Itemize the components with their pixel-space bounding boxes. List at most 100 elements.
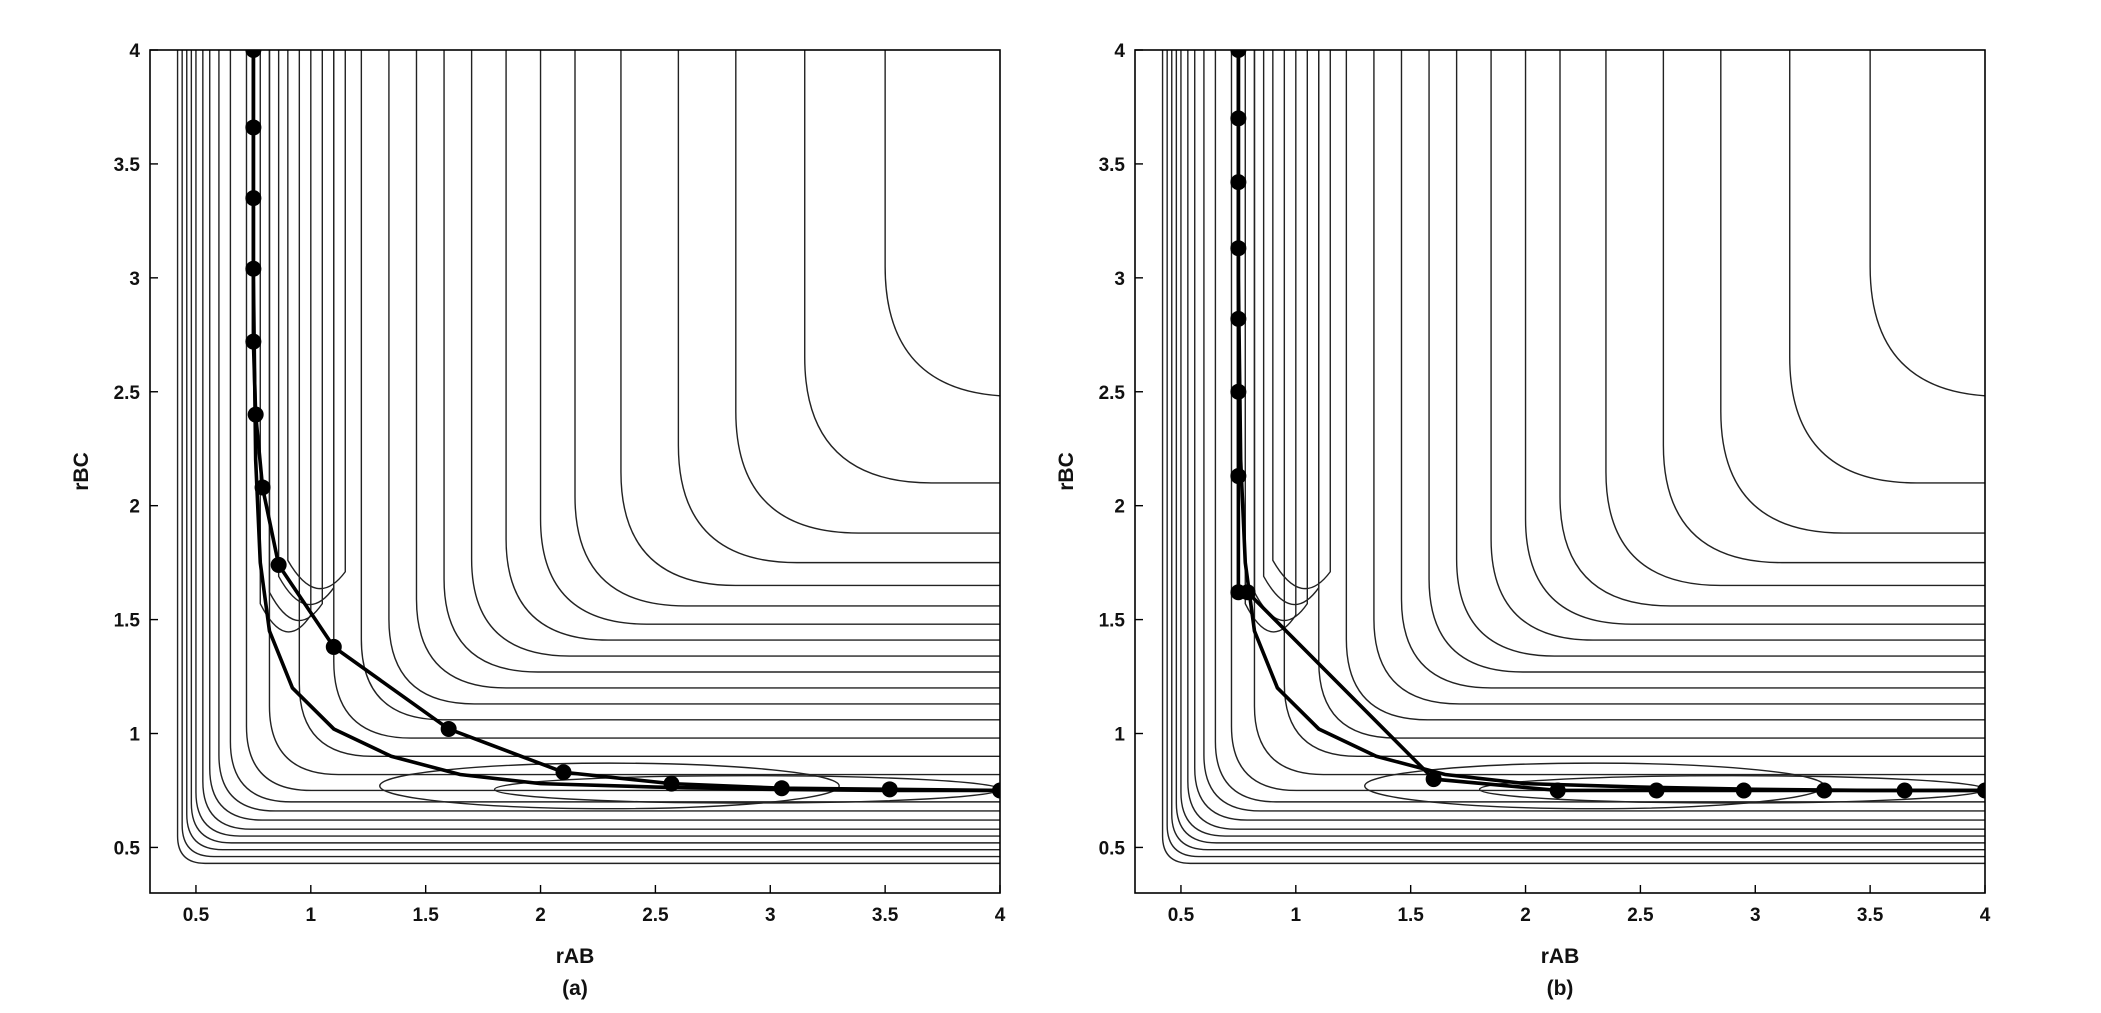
trajectory-point <box>270 556 287 573</box>
trajectory-point <box>1230 174 1247 191</box>
x-tick-label: 1.5 <box>412 905 439 926</box>
y-tick-label: 1.5 <box>114 611 141 632</box>
contour-line <box>1166 50 1985 858</box>
trajectory-point <box>325 638 342 655</box>
contour-line <box>176 50 1000 865</box>
y-tick-label: 0.5 <box>1099 838 1126 859</box>
contour-line <box>443 50 1000 673</box>
contour-line <box>1559 50 1985 607</box>
panel-label: (a) <box>562 977 588 1000</box>
contour-line <box>268 50 323 622</box>
y-tick-label: 4 <box>1114 41 1125 62</box>
contour-line <box>1244 50 1297 633</box>
contour-line <box>186 50 1000 851</box>
plot-frame <box>1134 49 1986 894</box>
contour-line <box>268 50 1000 776</box>
contour-line <box>298 50 1000 757</box>
x-tick-label: 3 <box>1750 905 1761 926</box>
y-tick-label: 2 <box>1114 497 1125 518</box>
trajectory-point <box>245 119 262 136</box>
contour-line <box>277 50 335 606</box>
contour-line <box>209 50 1000 821</box>
x-tick-label: 3.5 <box>872 905 899 926</box>
x-tick-label: 1 <box>1291 905 1302 926</box>
trajectory-point <box>1735 782 1752 799</box>
contour-line <box>1605 50 1985 587</box>
x-tick-label: 4 <box>995 905 1006 926</box>
y-axis-label: rBC <box>1055 452 1078 491</box>
trajectory-point <box>245 190 262 207</box>
x-axis-label: rAB <box>1541 945 1580 968</box>
y-tick-label: 1.5 <box>1099 611 1126 632</box>
contour-line <box>1720 50 1985 534</box>
trajectory-point <box>1425 771 1442 788</box>
trajectory-point <box>1977 782 1985 799</box>
contour-line <box>1400 50 1985 689</box>
trajectory-point <box>1230 468 1247 485</box>
contour-line <box>333 50 1000 739</box>
contour-line <box>1455 50 1985 657</box>
contour-ellipse <box>379 762 840 810</box>
y-tick-label: 0.5 <box>114 838 141 859</box>
contour-line <box>505 50 1000 641</box>
trajectory-point <box>663 775 680 792</box>
contour-line <box>1524 50 1985 625</box>
x-tick-label: 2 <box>1520 905 1531 926</box>
contour-line <box>1230 50 1985 792</box>
contour-line <box>1490 50 1985 641</box>
contour-line <box>1869 50 1985 397</box>
x-tick-label: 2.5 <box>642 905 669 926</box>
contour-line <box>735 50 1000 534</box>
trajectory-point <box>1230 240 1247 257</box>
x-tick-label: 0.5 <box>1168 905 1195 926</box>
contour-line <box>1262 50 1320 606</box>
trajectory-point <box>245 50 262 58</box>
contour-line <box>1194 50 1985 821</box>
trajectory-point <box>1230 110 1247 127</box>
contour-line <box>1161 50 1985 865</box>
trajectory-point <box>1816 782 1833 799</box>
y-tick-label: 2.5 <box>1099 383 1126 404</box>
chart-panel-a: 0.5 1 1.5 2 2.5 3 3.5 4 0.5 1 1.5 2 2.5 3 3.5 4 rAB rBC (a… <box>70 41 1006 1000</box>
y-axis-label: rBC <box>70 452 93 491</box>
contour-line <box>539 50 1000 625</box>
x-tick-label: 3.5 <box>1857 905 1884 926</box>
x-tick-label: 4 <box>1980 905 1991 926</box>
y-tick-label: 1 <box>1114 725 1125 746</box>
reaction-path-line <box>251 50 1000 793</box>
contour-line <box>804 50 1000 484</box>
contour-line <box>259 50 312 633</box>
contour-line <box>195 50 1000 837</box>
contour-line <box>1253 50 1985 776</box>
contour-line <box>1662 50 1985 564</box>
contour-line <box>415 50 1000 689</box>
reaction-path-line <box>1236 50 1985 793</box>
contour-line <box>245 50 1000 792</box>
contour-line <box>229 50 1000 803</box>
contour-line <box>1318 50 1985 739</box>
trajectory-point <box>1230 383 1247 400</box>
contour-ellipse <box>493 774 1000 804</box>
trajectory-point <box>1549 782 1566 799</box>
contour-line <box>388 50 1000 705</box>
trajectory-point <box>245 333 262 350</box>
trajectory-point <box>1648 782 1665 799</box>
x-tick-label: 3 <box>765 905 776 926</box>
contour-line <box>884 50 1000 397</box>
trajectory-point <box>440 720 457 737</box>
plot-area <box>1161 50 1985 865</box>
trajectory-point <box>1230 50 1247 58</box>
contour-line <box>1272 50 1331 590</box>
plot-frame <box>149 49 1001 894</box>
contour-line <box>360 50 1000 721</box>
x-tick-label: 1 <box>306 905 317 926</box>
trajectory-line <box>1236 50 1985 793</box>
x-tick-label: 1.5 <box>1397 905 1424 926</box>
trajectory-point <box>1239 584 1256 601</box>
contour-line <box>574 50 1000 607</box>
x-axis-label: rAB <box>556 945 595 968</box>
trajectory-point <box>881 781 898 798</box>
trajectory-point <box>245 260 262 277</box>
contour-line <box>1175 50 1985 844</box>
